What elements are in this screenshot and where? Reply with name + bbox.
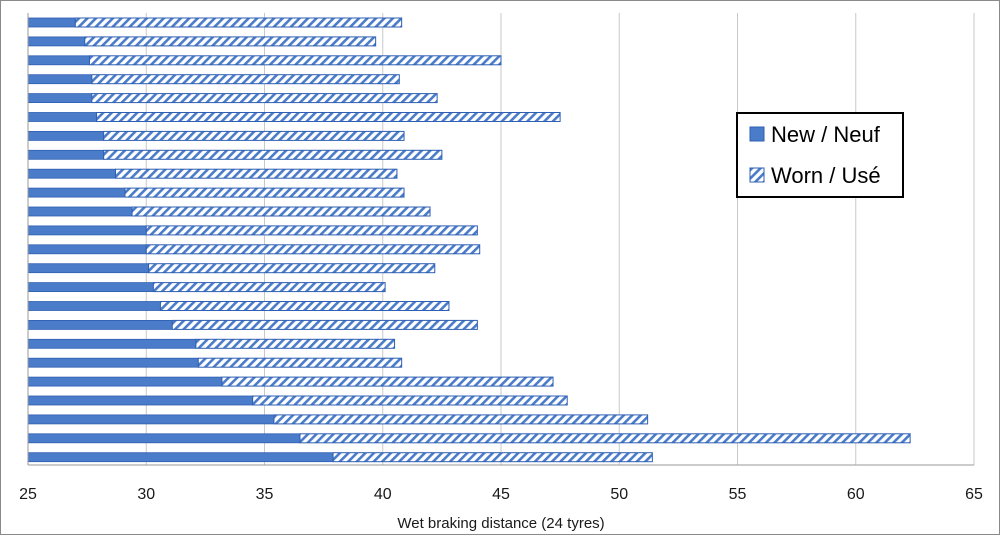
legend-label-new: New / Neuf (771, 122, 881, 147)
bar-new (27, 36, 86, 47)
bar-worn (91, 74, 400, 85)
bar-worn (195, 338, 396, 349)
legend: New / Neuf Worn / Usé (736, 112, 904, 198)
x-axis: 25 30 35 40 45 50 55 60 65 (19, 13, 983, 503)
bar-new (27, 55, 90, 66)
bar-new (27, 301, 161, 311)
bar-new (27, 357, 199, 368)
bar-worn (299, 433, 911, 444)
gridlines (145, 13, 975, 465)
x-tick-label: 60 (847, 486, 865, 503)
bar-worn (159, 301, 450, 311)
x-tick-label: 25 (19, 486, 37, 503)
bar-new (27, 187, 126, 198)
bar-worn (91, 93, 438, 104)
legend-box (736, 112, 904, 198)
x-tick-label: 35 (256, 486, 274, 503)
bar-new (27, 452, 334, 463)
bar-new (27, 93, 93, 103)
bar-worn (74, 17, 403, 28)
bar-worn (148, 263, 436, 274)
bar-new (27, 225, 147, 236)
bar-worn (88, 55, 502, 66)
bar-new (27, 376, 223, 387)
x-tick-label: 55 (729, 486, 747, 503)
bar-worn (145, 244, 481, 255)
x-tick-label: 40 (374, 486, 392, 503)
bar-worn (252, 395, 568, 406)
bar-new (27, 168, 116, 179)
bar-worn (332, 452, 653, 463)
bar-new (27, 130, 105, 141)
x-axis-title: Wet braking distance (24 tyres) (397, 515, 604, 532)
bar-new (27, 338, 197, 349)
bar-new (27, 414, 275, 425)
bar-worn (131, 206, 431, 217)
bar-new (27, 282, 154, 293)
bar-worn (273, 414, 649, 425)
bar-new (27, 17, 76, 28)
bar-new (27, 395, 254, 406)
x-tick-label: 65 (965, 486, 983, 503)
bar-worn (115, 168, 398, 179)
bar-new (27, 319, 173, 330)
legend-swatch-worn (749, 167, 765, 183)
legend-label-worn: Worn / Usé (771, 163, 881, 188)
bar-new (27, 112, 97, 122)
bar-worn (152, 282, 386, 293)
x-tick-label: 50 (610, 486, 628, 503)
bar-worn (221, 376, 554, 387)
bar-worn (96, 112, 561, 122)
bar-new (27, 433, 301, 444)
bar-worn (197, 357, 403, 368)
bar-worn (124, 187, 405, 198)
bar-worn (103, 149, 443, 160)
bars (27, 17, 911, 463)
legend-swatch-new (749, 126, 765, 142)
bar-new (27, 263, 150, 274)
bar-new (27, 206, 133, 217)
x-tick-label: 45 (492, 486, 510, 503)
bar-new (27, 74, 93, 85)
bar-new (27, 149, 105, 160)
bar-worn (103, 130, 405, 141)
x-tick-label: 30 (137, 486, 155, 503)
bar-worn (145, 225, 478, 236)
bar-new (27, 244, 147, 255)
bar-worn (171, 319, 478, 330)
bar-worn (84, 36, 377, 47)
